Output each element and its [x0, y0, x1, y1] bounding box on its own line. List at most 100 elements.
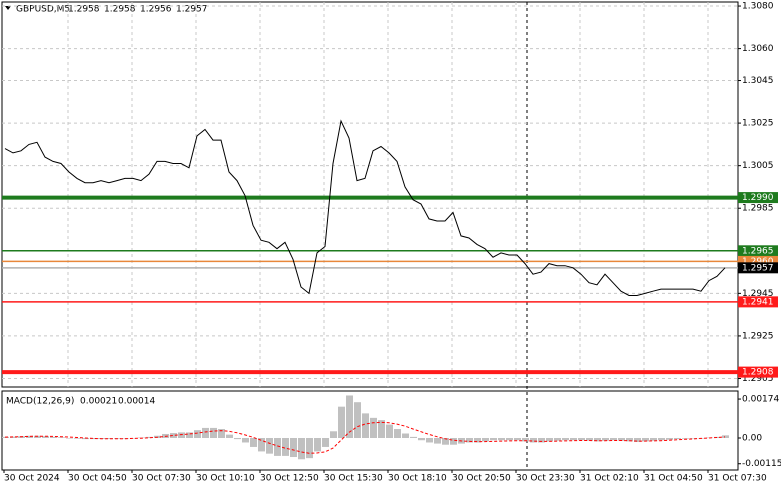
macd-bar — [722, 435, 729, 438]
macd-bar — [338, 406, 345, 438]
y-tick-label: 1.3045 — [742, 76, 774, 86]
macd-bar — [210, 427, 217, 438]
ohlc-open: 1.2958 — [68, 5, 100, 15]
x-tick-label: 30 Oct 23:30 — [516, 474, 575, 484]
macd-bar — [610, 437, 617, 441]
macd-bar — [642, 437, 649, 442]
macd-bar — [522, 437, 529, 442]
macd-bar — [50, 436, 57, 438]
macd-bar — [538, 437, 545, 443]
macd-bar — [186, 432, 193, 438]
macd-bar — [626, 437, 633, 442]
ohlc-high: 1.2958 — [104, 5, 136, 15]
macd-bar — [170, 433, 177, 438]
ohlc-low: 1.2956 — [140, 5, 172, 15]
macd-bar — [474, 437, 481, 443]
macd-bar — [250, 437, 257, 447]
y-tick-label: 1.3080 — [742, 2, 774, 12]
macd-bar — [402, 433, 409, 438]
macd-bar — [10, 436, 17, 438]
signal-value: 0.00014 — [118, 397, 155, 407]
macd-bar — [466, 437, 473, 443]
macd-bar — [714, 436, 721, 438]
x-tick-label: 30 Oct 12:50 — [260, 474, 319, 484]
y-tick-label: 1.3060 — [742, 44, 774, 54]
macd-bar — [682, 437, 689, 439]
macd-bar — [242, 437, 249, 443]
macd-bar — [234, 437, 241, 440]
x-tick-label: 30 Oct 18:10 — [388, 474, 447, 484]
macd-bar — [386, 424, 393, 438]
macd-bar — [282, 437, 289, 456]
macd-bar — [658, 437, 665, 441]
x-tick-label: 31 Oct 04:50 — [644, 474, 703, 484]
macd-bar — [274, 437, 281, 456]
macd-bar — [570, 437, 577, 441]
level-label-box — [738, 192, 778, 204]
level-label-box — [738, 366, 778, 378]
x-tick-label: 30 Oct 10:10 — [196, 474, 255, 484]
symbol: GBPUSD,M5 — [16, 5, 70, 15]
macd-bar — [106, 437, 113, 439]
macd-name: MACD(12,26,9) — [6, 397, 74, 407]
macd-bar — [298, 437, 305, 460]
level-label: 1.2990 — [742, 193, 774, 203]
macd-bar — [74, 437, 81, 439]
macd-bar — [514, 437, 521, 441]
macd-bar — [650, 437, 657, 441]
y-tick-label: 1.2925 — [742, 331, 774, 341]
macd-bar — [450, 437, 457, 445]
level-label-box — [738, 262, 778, 274]
macd-value: 0.00021 — [80, 397, 117, 407]
macd-bar — [42, 436, 49, 438]
y-tick-label: 0.00 — [742, 433, 762, 443]
macd-bar — [546, 437, 553, 442]
macd-bar — [202, 427, 209, 438]
macd-bar — [130, 437, 137, 439]
macd-bar — [490, 437, 497, 441]
level-label-box — [738, 245, 778, 257]
x-tick-label: 30 Oct 07:30 — [132, 474, 191, 484]
macd-bar — [346, 395, 353, 438]
level-label-box — [738, 296, 778, 308]
macd-bar — [146, 436, 153, 438]
level-label: 1.2908 — [742, 368, 774, 378]
menu-arrow — [5, 6, 11, 10]
level-label: 1.2960 — [742, 257, 774, 267]
x-tick-label: 30 Oct 15:30 — [324, 474, 383, 484]
macd-bar — [674, 437, 681, 440]
y-tick-label: 1.2985 — [742, 204, 774, 214]
macd-bar — [618, 437, 625, 441]
macd-bar — [34, 435, 41, 438]
macd-bar — [218, 429, 225, 438]
price-line — [4, 119, 726, 296]
macd-bar — [258, 437, 265, 452]
macd-bar — [578, 437, 585, 441]
level-label: 1.2965 — [742, 246, 774, 256]
x-tick-label: 31 Oct 07:30 — [708, 474, 767, 484]
macd-panel — [1, 390, 739, 471]
x-tick-label: 30 Oct 04:50 — [68, 474, 127, 484]
macd-bar — [634, 437, 641, 443]
macd-bar — [194, 430, 201, 438]
ohlc-close: 1.2957 — [176, 5, 208, 15]
macd-bar — [266, 437, 273, 454]
macd-bar — [82, 437, 89, 440]
macd-bar — [690, 437, 697, 439]
macd-bar — [322, 437, 329, 447]
macd-bar — [482, 437, 489, 442]
macd-bar — [666, 437, 673, 440]
macd-bar — [306, 437, 313, 459]
macd-bar — [90, 437, 97, 440]
macd-bar — [530, 437, 537, 443]
macd-bar — [410, 436, 417, 438]
macd-bar — [226, 434, 233, 438]
macd-bar — [506, 437, 513, 441]
macd-bar — [290, 437, 297, 458]
level-label: 1.2941 — [742, 297, 774, 307]
macd-bar — [594, 437, 601, 442]
macd-bar — [442, 437, 449, 445]
macd-bar — [586, 437, 593, 441]
macd-bar — [378, 420, 385, 438]
